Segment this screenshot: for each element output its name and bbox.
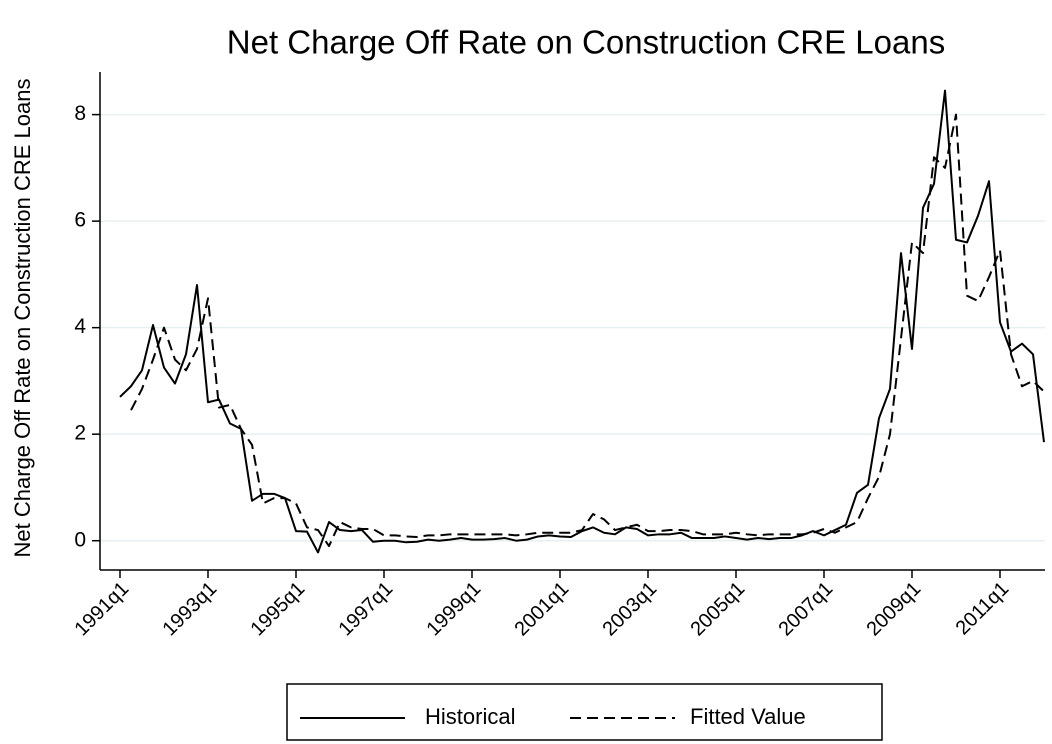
x-tick-label: 1991q1 bbox=[71, 578, 134, 641]
x-tick-label: 1999q1 bbox=[423, 578, 486, 641]
x-tick-label: 1995q1 bbox=[247, 578, 310, 641]
x-tick-label: 2009q1 bbox=[863, 578, 926, 641]
y-tick-label: 2 bbox=[74, 422, 86, 445]
x-tick-label: 2001q1 bbox=[511, 578, 574, 641]
y-tick-label: 0 bbox=[74, 528, 86, 551]
x-tick-label: 2003q1 bbox=[599, 578, 662, 641]
x-tick-label: 2007q1 bbox=[775, 578, 838, 641]
y-axis-label: Net Charge Off Rate on Construction CRE … bbox=[10, 79, 35, 558]
legend-label: Historical bbox=[425, 704, 515, 729]
y-tick-label: 6 bbox=[74, 209, 86, 232]
chart-title: Net Charge Off Rate on Construction CRE … bbox=[227, 24, 945, 61]
legend-label: Fitted Value bbox=[690, 704, 806, 729]
legend-box bbox=[286, 683, 883, 741]
series-line bbox=[130, 113, 1045, 548]
series-line bbox=[119, 89, 1045, 554]
x-tick-label: 2011q1 bbox=[952, 578, 1014, 640]
x-tick-label: 1993q1 bbox=[159, 578, 222, 641]
y-tick-label: 8 bbox=[74, 102, 86, 125]
y-tick-label: 4 bbox=[74, 315, 86, 338]
x-tick-label: 2005q1 bbox=[687, 578, 750, 641]
x-tick-label: 1997q1 bbox=[335, 578, 398, 641]
